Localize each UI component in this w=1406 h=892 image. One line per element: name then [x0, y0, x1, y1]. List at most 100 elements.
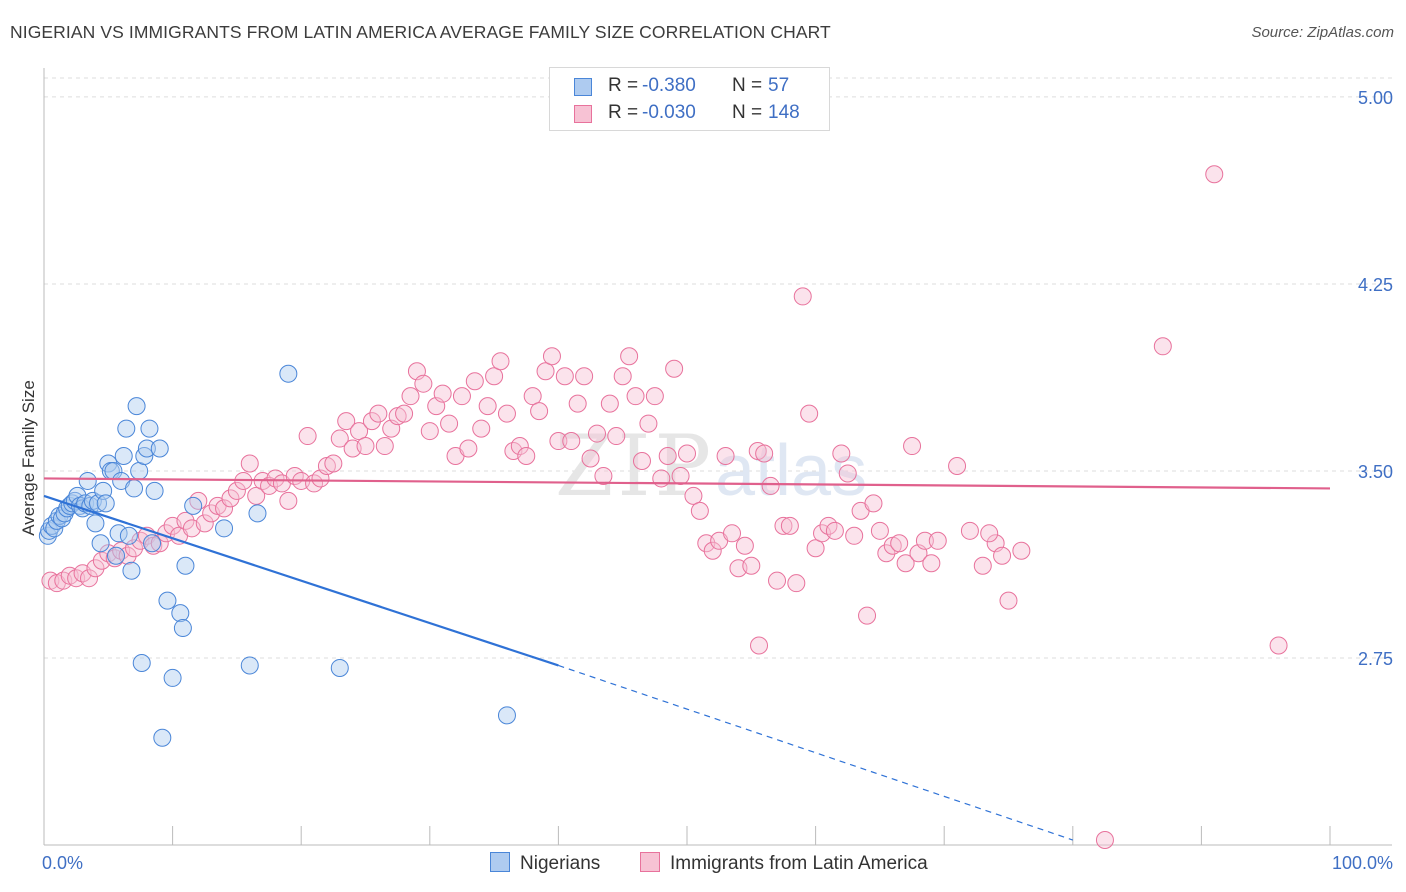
data-point [735, 536, 754, 555]
data-point [330, 429, 349, 448]
data-point [420, 422, 439, 441]
data-point [459, 439, 478, 458]
data-point [723, 524, 742, 543]
data-point [832, 444, 851, 463]
data-point [639, 414, 658, 433]
data-point [510, 437, 529, 456]
data-point [562, 432, 581, 451]
data-point [163, 668, 182, 687]
n-label: N = [732, 75, 763, 96]
data-point [86, 514, 105, 533]
data-point [119, 526, 138, 545]
legend-label: Nigerians [520, 853, 601, 874]
data-point [150, 439, 169, 458]
latin-america-trend-line [43, 477, 1331, 490]
data-point [240, 656, 259, 675]
data-point [369, 404, 388, 423]
r-label: R = [608, 102, 639, 123]
data-point [96, 494, 115, 513]
data-point [137, 439, 156, 458]
data-point [750, 636, 769, 655]
data-point [114, 447, 133, 466]
data-point [626, 387, 645, 406]
legend-row-nigerians: R = -0.380 N = 57 [550, 74, 829, 102]
data-point [780, 516, 799, 535]
data-point [600, 394, 619, 413]
data-point [472, 419, 491, 438]
y-tick-labels: 2.75 3.50 4.25 5.00 [1358, 88, 1393, 669]
correlation-legend: R = -0.380 N = 57 R = -0.030 N = 148 [549, 67, 830, 131]
data-point [1095, 831, 1114, 850]
data-point [107, 546, 126, 565]
data-point [896, 554, 915, 573]
data-point [356, 437, 375, 456]
data-point [440, 414, 459, 433]
nigerian-trend-extension [558, 664, 1073, 841]
data-point [858, 606, 877, 625]
data-point [806, 539, 825, 558]
data-point [140, 419, 159, 438]
data-point [279, 364, 298, 383]
data-point [645, 387, 664, 406]
y-tick-label: 3.50 [1358, 462, 1393, 482]
y-tick-label: 5.00 [1358, 88, 1393, 108]
data-point [948, 456, 967, 475]
r-label: R = [608, 75, 639, 96]
data-point [215, 499, 234, 518]
data-point [491, 352, 510, 371]
nigerian-points [38, 364, 516, 747]
data-point [838, 464, 857, 483]
data-point [130, 461, 149, 480]
data-point [324, 454, 343, 473]
data-point [47, 511, 66, 530]
data-point [127, 397, 146, 416]
nigerian-trend-line [43, 494, 559, 667]
legend-item-latin-america[interactable]: Immigrants from Latin America [640, 852, 928, 875]
pink-swatch-icon [574, 105, 592, 123]
data-point [158, 591, 177, 610]
data-point [761, 476, 780, 495]
data-point [362, 412, 381, 431]
data-point [671, 466, 690, 485]
data-point [825, 521, 844, 540]
svg-text:atlas: atlas [715, 431, 867, 511]
data-point [575, 367, 594, 386]
n-value: 57 [768, 75, 790, 96]
data-point [395, 404, 414, 423]
data-point [890, 534, 909, 553]
data-point [375, 437, 394, 456]
data-point [620, 347, 639, 366]
data-point [587, 424, 606, 443]
y-tick-label: 4.25 [1358, 275, 1393, 295]
data-point [184, 496, 203, 515]
data-point [109, 524, 128, 543]
data-point [135, 447, 154, 466]
r-value: -0.380 [642, 75, 696, 96]
data-point [240, 454, 259, 473]
axes [43, 68, 1392, 846]
data-point [227, 481, 246, 500]
data-point [536, 362, 555, 381]
data-point [221, 489, 240, 508]
data-point [594, 466, 613, 485]
data-point [452, 387, 471, 406]
grid-lines [44, 77, 1392, 659]
data-point [78, 471, 97, 490]
data-point [690, 501, 709, 520]
data-point [517, 447, 536, 466]
data-point [652, 469, 671, 488]
data-point [1205, 165, 1224, 184]
data-point [915, 531, 934, 550]
data-point [42, 516, 61, 535]
data-point [145, 481, 164, 500]
data-point [350, 422, 369, 441]
data-point [980, 524, 999, 543]
legend-item-nigerians[interactable]: Nigerians [490, 852, 600, 875]
data-point [497, 404, 516, 423]
data-point [117, 419, 136, 438]
data-point [870, 521, 889, 540]
data-point [247, 486, 266, 505]
data-point [153, 728, 172, 747]
data-point [845, 526, 864, 545]
data-point [658, 447, 677, 466]
